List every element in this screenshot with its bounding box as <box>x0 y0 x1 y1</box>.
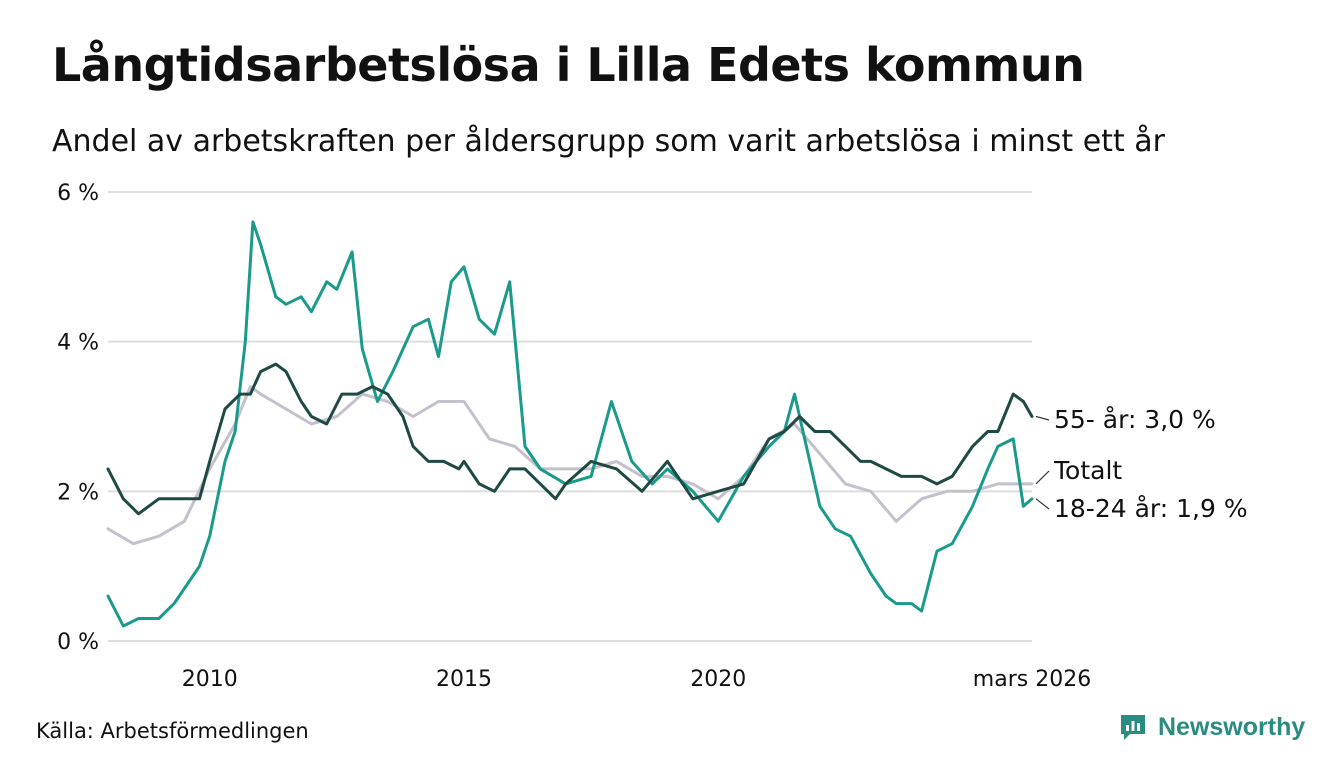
y-axis: 0 % 2 % 4 % 6 % <box>57 181 99 655</box>
y-tick-label: 0 % <box>57 630 99 655</box>
label-leader-youth <box>1035 498 1050 510</box>
y-tick-label: 4 % <box>57 331 99 356</box>
series-lines <box>106 220 1034 628</box>
brand-logo[interactable]: Newsworthy <box>1118 712 1305 742</box>
series-label-youth: 18-24 år: 1,9 % <box>1054 494 1248 523</box>
series-labels: Totalt 18-24 år: 1,9 % 55- år: 3,0 % <box>1035 405 1248 523</box>
x-tick-label: 2020 <box>690 667 746 692</box>
newsworthy-logo-icon <box>1121 715 1145 740</box>
x-tick-label: 2015 <box>436 667 492 692</box>
line-chart: 0 % 2 % 4 % 6 % 2010 2015 2020 mars 2026 Total… <box>57 181 1248 692</box>
series-label-senior: 55- år: 3,0 % <box>1054 405 1216 434</box>
brand-name: Newsworthy <box>1158 712 1306 741</box>
y-tick-label: 2 % <box>57 480 99 505</box>
chart-title: Långtidsarbetslösa i Lilla Edets kommun <box>52 38 1085 92</box>
x-tick-label: mars 2026 <box>973 667 1091 692</box>
series-line-senior <box>106 362 1034 516</box>
label-leader-senior <box>1035 415 1050 421</box>
source-note: Källa: Arbetsförmedlingen <box>36 719 309 743</box>
chart-subtitle: Andel av arbetskraften per åldersgrupp s… <box>52 124 1165 159</box>
series-line-youth <box>106 220 1034 628</box>
series-line-total <box>106 385 1034 546</box>
x-axis: 2010 2015 2020 mars 2026 <box>182 667 1091 692</box>
series-label-total: Totalt <box>1053 456 1122 485</box>
x-tick-label: 2010 <box>182 667 238 692</box>
label-leader-total <box>1035 470 1050 485</box>
y-tick-label: 6 % <box>57 181 99 206</box>
gridlines <box>108 191 1032 642</box>
